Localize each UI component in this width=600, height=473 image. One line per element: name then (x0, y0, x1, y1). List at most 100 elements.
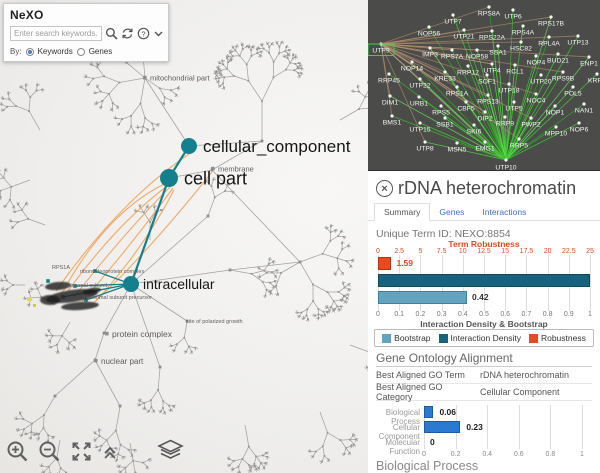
gene-label-rrp12[interactable]: RRP12 (457, 69, 479, 76)
gene-label-rps17b[interactable]: RPS17B (538, 20, 565, 27)
gene-label-utp15[interactable]: UTP15 (409, 126, 430, 133)
gene-label-utp21[interactable]: UTP21 (453, 33, 474, 40)
gene-label-nop58[interactable]: NOP58 (466, 53, 489, 60)
gene-node[interactable] (490, 29, 494, 33)
gene-label-hsc82[interactable]: HSC82 (510, 45, 532, 52)
gene-label-utp18[interactable]: UTP18 (498, 87, 519, 94)
gene-label-utp5[interactable]: UTP5 (505, 105, 523, 112)
gene-label-nop56[interactable]: NOP56 (418, 30, 441, 37)
gene-label-rpl4a[interactable]: RPL4A (538, 40, 560, 47)
gene-node[interactable] (466, 64, 470, 68)
gene-label-utp6[interactable]: UTP6 (504, 13, 522, 20)
gene-label-utp8[interactable]: UTP8 (416, 145, 434, 152)
gene-node[interactable] (451, 13, 455, 17)
gene-node[interactable] (576, 34, 580, 38)
gene-node[interactable] (427, 25, 431, 29)
gene-network-panel[interactable]: RPS8A UTP6 UTP7 RPS17B NOP56 UTP21 RPS22A RPS4A… (368, 0, 600, 170)
gene-node[interactable] (410, 60, 414, 64)
term-node-small[interactable] (143, 75, 147, 80)
gene-label-noc4[interactable]: NOC4 (527, 97, 546, 104)
gene-node[interactable] (483, 110, 487, 114)
gene-label-rps4a[interactable]: RPS4A (512, 29, 535, 36)
gene-node[interactable] (443, 70, 447, 74)
gene-node[interactable] (529, 116, 533, 120)
gene-label-rps5[interactable]: RPS5 (432, 109, 450, 116)
help-icon[interactable]: ? (137, 27, 150, 40)
term-node-intracellular[interactable] (123, 276, 139, 292)
gene-node[interactable] (462, 28, 466, 32)
term-node-small[interactable] (105, 331, 109, 336)
term-node-small[interactable] (211, 166, 215, 171)
gene-label-krr1[interactable]: KRR1 (588, 77, 600, 84)
gene-node[interactable] (486, 93, 490, 97)
gene-label-bud21[interactable]: BUD21 (547, 57, 569, 64)
gene-node[interactable] (517, 137, 521, 141)
gene-node[interactable] (496, 44, 500, 48)
gene-node[interactable] (554, 125, 558, 129)
gene-label-rps9b[interactable]: RPS9B (552, 75, 575, 82)
gene-label-nop1[interactable]: NOP1 (546, 109, 565, 116)
gene-node[interactable] (534, 92, 538, 96)
gene-label-pwp2[interactable]: PWP2 (521, 121, 540, 128)
search-input[interactable] (10, 26, 102, 41)
gene-label-rps22a[interactable]: RPS22A (479, 34, 506, 41)
search-icon[interactable] (105, 27, 118, 40)
collapse-chevrons-icon[interactable] (102, 445, 118, 466)
tab-summary[interactable]: Summary (374, 203, 431, 221)
gene-label-rps8a[interactable]: RPS8A (478, 10, 501, 17)
gene-node[interactable] (511, 8, 515, 12)
gene-label-utp13[interactable]: UTP13 (567, 39, 588, 46)
gene-node[interactable] (513, 63, 517, 67)
tab-interactions[interactable]: Interactions (482, 207, 527, 217)
gene-label-cbf5[interactable]: CBF5 (457, 105, 475, 112)
gene-label-rps7a[interactable]: RPS7A (441, 53, 464, 60)
gene-label-pol5[interactable]: POL5 (564, 90, 582, 97)
gene-label-ssa1[interactable]: SSA1 (489, 49, 507, 56)
gene-label-rrp9[interactable]: RRP9 (496, 120, 514, 127)
radio-keywords[interactable] (25, 47, 34, 56)
fit-screen-icon[interactable] (70, 440, 93, 468)
gene-label-sof1[interactable]: SOF1 (478, 78, 496, 85)
gene-label-ssb1[interactable]: SSB1 (436, 121, 454, 128)
gene-node[interactable] (503, 115, 507, 119)
gene-node[interactable] (472, 123, 476, 127)
gene-node[interactable] (504, 158, 508, 162)
term-node-small[interactable] (94, 358, 98, 363)
gene-node[interactable] (561, 70, 565, 74)
radio-genes-label[interactable]: Genes (88, 47, 113, 56)
gene-label-rrp45[interactable]: RRP45 (378, 77, 400, 84)
gene-label-dip2[interactable]: DIP2 (477, 115, 492, 122)
gene-label-ski6[interactable]: SKI6 (467, 128, 482, 135)
gene-node[interactable] (490, 62, 494, 66)
gene-label-utp4[interactable]: UTP4 (483, 67, 501, 74)
gene-node[interactable] (539, 73, 543, 77)
gene-node[interactable] (582, 102, 586, 106)
gene-node[interactable] (450, 48, 454, 52)
gene-node[interactable] (417, 95, 421, 99)
radio-keywords-label[interactable]: Keywords (37, 47, 73, 56)
gene-label-nop4[interactable]: NOP4 (527, 59, 546, 66)
gene-label-rrp5[interactable]: RRP5 (510, 142, 528, 149)
gene-node[interactable] (534, 54, 538, 58)
refresh-icon[interactable] (121, 27, 134, 40)
gene-node[interactable] (571, 85, 575, 89)
gene-label-utp10[interactable]: UTP10 (495, 164, 516, 170)
radio-genes[interactable] (76, 47, 85, 56)
gene-node[interactable] (428, 46, 432, 50)
gene-label-mpp10[interactable]: MPP10 (545, 130, 568, 137)
gene-node[interactable] (443, 116, 447, 120)
gene-label-utp7[interactable]: UTP7 (444, 18, 462, 25)
gene-node[interactable] (485, 73, 489, 77)
term-node-cell-part[interactable] (160, 169, 178, 187)
gene-label-rcl1[interactable]: RCL1 (506, 68, 524, 75)
close-icon[interactable]: × (376, 180, 393, 197)
gene-node[interactable] (423, 140, 427, 144)
gene-label-dim1[interactable]: DIM1 (382, 99, 398, 106)
gene-node[interactable] (549, 15, 553, 19)
gene-node[interactable] (455, 141, 459, 145)
gene-label-bms1[interactable]: BMS1 (383, 119, 402, 126)
gene-label-urb1[interactable]: URB1 (410, 100, 428, 107)
gene-label-nan1[interactable]: NAN1 (575, 107, 593, 114)
gene-node[interactable] (587, 55, 591, 59)
gene-node[interactable] (388, 94, 392, 98)
